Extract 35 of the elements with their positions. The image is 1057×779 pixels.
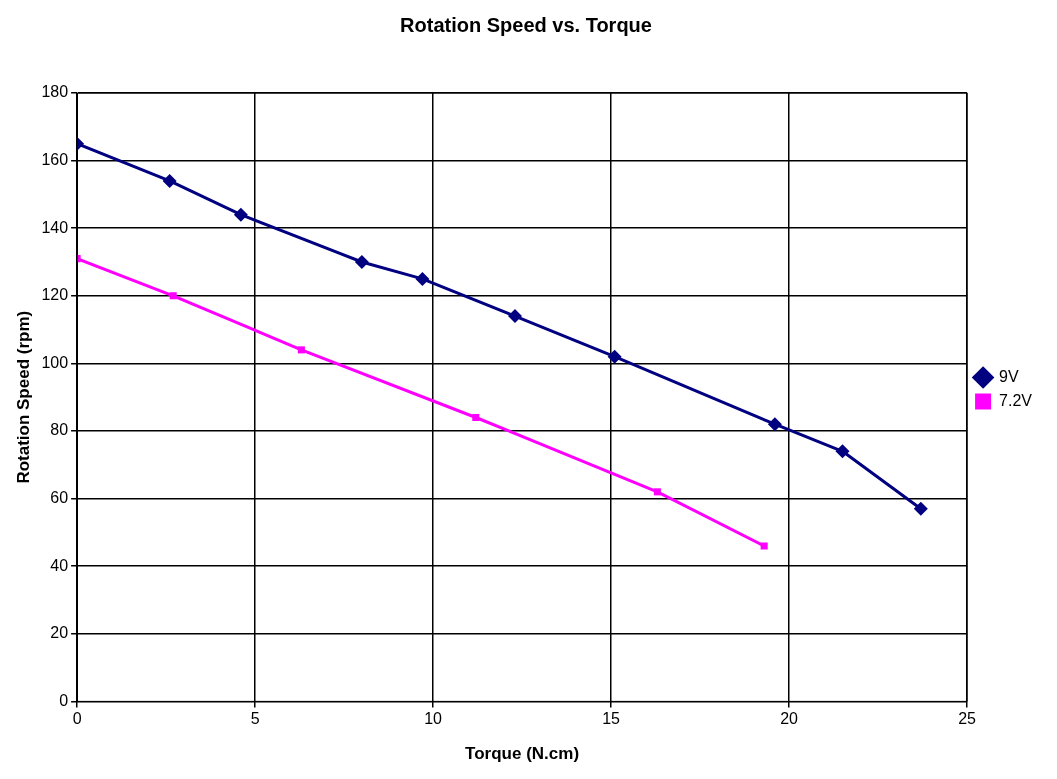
y-tick-label: 80: [50, 421, 69, 439]
y-tick-label: 100: [41, 353, 69, 371]
y-tick-label: 60: [50, 489, 69, 507]
legend-label: 7.2V: [999, 391, 1033, 409]
point: [354, 255, 369, 269]
point: [767, 417, 782, 432]
point: [297, 346, 305, 354]
point: [169, 292, 177, 300]
y-tick-label: 0: [59, 691, 69, 709]
x-tick-label: 15: [602, 710, 621, 728]
x-axis-title: Torque (N.cm): [465, 744, 580, 764]
point: [507, 309, 522, 324]
y-tick-label: 160: [41, 151, 69, 169]
y-tick-label: 120: [41, 286, 69, 304]
x-tick-label: 0: [72, 710, 82, 728]
y-tick-label: 140: [41, 218, 69, 236]
point: [913, 501, 928, 516]
y-tick-label: 180: [41, 83, 69, 101]
point: [653, 488, 661, 496]
point: [233, 207, 248, 222]
y-axis-title: Rotation Speed (rpm): [13, 310, 33, 484]
y-tick-label: 20: [50, 624, 69, 642]
legend-label: 9V: [999, 367, 1019, 385]
x-tick-label: 5: [250, 710, 260, 728]
y-tick-label: 40: [50, 556, 69, 574]
point: [835, 444, 850, 459]
chart-title: Rotation Speed vs. Torque: [400, 13, 652, 36]
x-tick-label: 25: [958, 710, 977, 728]
point: [415, 271, 430, 286]
point: [760, 542, 768, 550]
point: [162, 173, 177, 188]
x-tick-label: 20: [780, 710, 799, 728]
x-tick-label: 10: [424, 710, 443, 728]
point: [607, 349, 622, 364]
point: [472, 413, 480, 422]
